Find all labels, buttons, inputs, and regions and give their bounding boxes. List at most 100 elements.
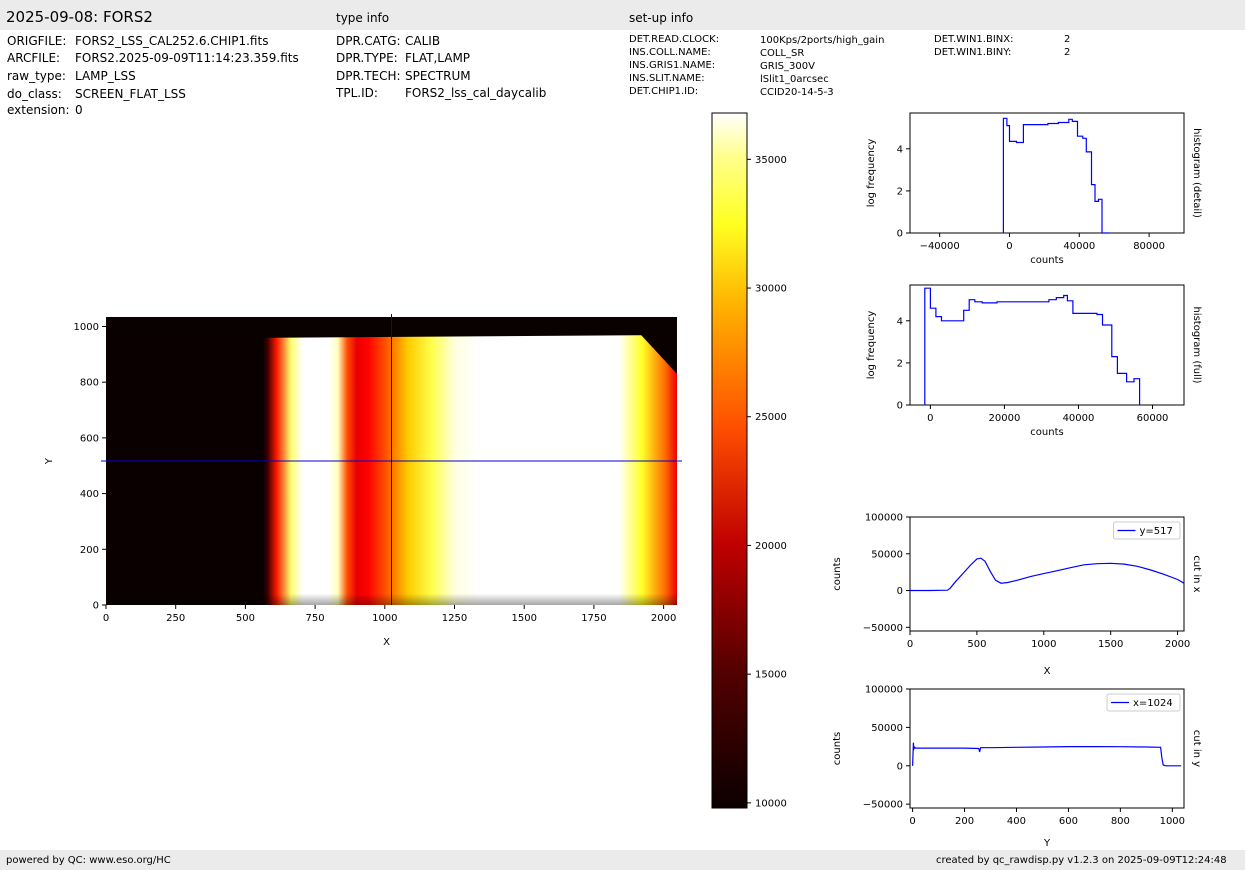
x-tick-label: 2000 [1165,639,1190,650]
side-label: histogram (full) [1191,306,1202,383]
file-info-value: FORS2_LSS_CAL252.6.CHIP1.fits [75,34,269,48]
x-tick-label: 0 [907,639,913,650]
x-tick-label: 1750 [581,613,606,624]
file-info-value: FORS2.2025-09-09T11:14:23.359.fits [75,51,299,65]
file-info-key: do_class: [7,87,62,101]
x-tick-label: 0 [103,613,109,624]
file-info-key: extension: [7,103,70,117]
y-axis-label: counts [832,732,843,765]
legend-box [1113,521,1181,540]
x-tick-label: 400 [1007,816,1026,827]
x-tick-label: −40000 [920,241,960,252]
y-axis-label: counts [832,557,843,590]
side-label: histogram (detail) [1191,128,1202,218]
x-tick-label: 1500 [1098,639,1123,650]
x-tick-label: 1000 [1031,639,1056,650]
type-info-key: TPL.ID: [336,86,378,100]
x-tick-label: 40000 [1063,241,1095,252]
x-axis-label: X [1044,666,1051,677]
x-tick-label: 1000 [372,613,397,624]
setup-info-key: DET.READ.CLOCK: [629,34,720,45]
y-tick-label: 4 [897,316,903,327]
y-tick-label: 100000 [865,685,903,696]
setup-info-value: CCID20-14-5-3 [760,87,834,98]
setup-info-key: DET.CHIP1.ID: [629,86,699,97]
x-tick-label: 40000 [1063,413,1095,424]
cut_x-series-line [910,557,1185,592]
x-tick-label: 2000 [651,613,676,624]
footer-right: created by qc_rawdisp.py v1.2.3 on 2025-… [936,855,1227,866]
type-info-value: CALIB [405,34,441,48]
type-info-key: DPR.CATG: [336,34,401,48]
legend-box [1106,693,1181,712]
type-info-key: DPR.TYPE: [336,51,398,65]
colorbar-tick-label: 35000 [755,155,787,166]
file-info-key: ARCFILE: [7,51,61,65]
cut_y-frame [909,688,1185,809]
setup-info-value: lSlit1_0arcsec [760,74,829,85]
file-info-key: raw_type: [7,69,66,83]
y-tick-label: 100000 [865,513,903,524]
page-title: 2025-09-08: FORS2 [6,8,153,26]
side-label: cut in x [1191,555,1202,592]
setup-info-value: 100Kps/2ports/high_gain [760,35,885,46]
x-tick-label: 750 [306,613,325,624]
type-info-value: FLAT,LAMP [405,51,471,65]
file-info-value: LAMP_LSS [75,69,136,83]
hist_full-series-line [924,287,1141,405]
y-tick-label: 0 [897,586,903,597]
colorbar-tick-label: 10000 [755,798,787,809]
cut_y-series-line [912,742,1182,767]
setup-info-value: GRIS_300V [760,61,815,72]
type-info-label: type info [336,11,390,25]
x-tick-label: 1000 [1160,816,1185,827]
file-info-value: SCREEN_FLAT_LSS [75,87,186,101]
cut_x-frame [909,516,1185,632]
x-axis-label: X [383,637,390,648]
y-tick-label: 600 [80,433,99,444]
y-tick-label: −50000 [863,623,903,634]
setup-info-key: INS.GRIS1.NAME: [629,60,716,71]
type-info-value: FORS2_lss_cal_daycalib [405,86,547,100]
y-axis-label: log frequency [866,311,877,380]
y-tick-label: 0 [897,229,903,240]
legend-label: y=517 [1140,526,1173,537]
y-tick-label: 2 [897,186,903,197]
x-axis-label: counts [1030,255,1063,266]
y-tick-label: 400 [80,489,99,500]
colorbar-tick-label: 20000 [755,541,787,552]
hist_detail-frame [909,112,1185,234]
y-tick-label: 0 [897,761,903,772]
setup-info-key: INS.COLL.NAME: [629,47,711,58]
setup-info-value: COLL_SR [760,48,805,59]
y-axis-label: Y [44,457,55,465]
y-tick-label: 2 [897,358,903,369]
y-tick-label: −50000 [863,800,903,811]
colorbar-tick-label: 25000 [755,412,787,423]
y-axis-label: log frequency [866,139,877,208]
x-tick-label: 1250 [442,613,467,624]
setup-info-key: INS.SLIT.NAME: [629,73,705,84]
y-tick-label: 800 [80,378,99,389]
x-tick-label: 0 [1006,241,1012,252]
side-label: cut in y [1191,730,1202,767]
colorbar [711,112,748,809]
setup-info-key: DET.WIN1.BINX: [934,34,1014,45]
colorbar-tick-label: 15000 [755,670,787,681]
x-tick-label: 0 [927,413,933,424]
y-tick-label: 50000 [871,549,903,560]
x-tick-label: 500 [967,639,986,650]
setup-info-label: set-up info [629,11,694,25]
x-tick-label: 80000 [1133,241,1165,252]
x-tick-label: 500 [236,613,255,624]
x-tick-label: 1500 [511,613,536,624]
type-info-value: SPECTRUM [405,69,471,83]
setup-info-key: DET.WIN1.BINY: [934,47,1012,58]
y-tick-label: 4 [897,144,903,155]
y-tick-label: 1000 [74,322,99,333]
hist_full-frame [909,284,1185,406]
x-tick-label: 20000 [989,413,1021,424]
y-tick-label: 0 [93,601,99,612]
hist_detail-series-line [1002,117,1109,234]
